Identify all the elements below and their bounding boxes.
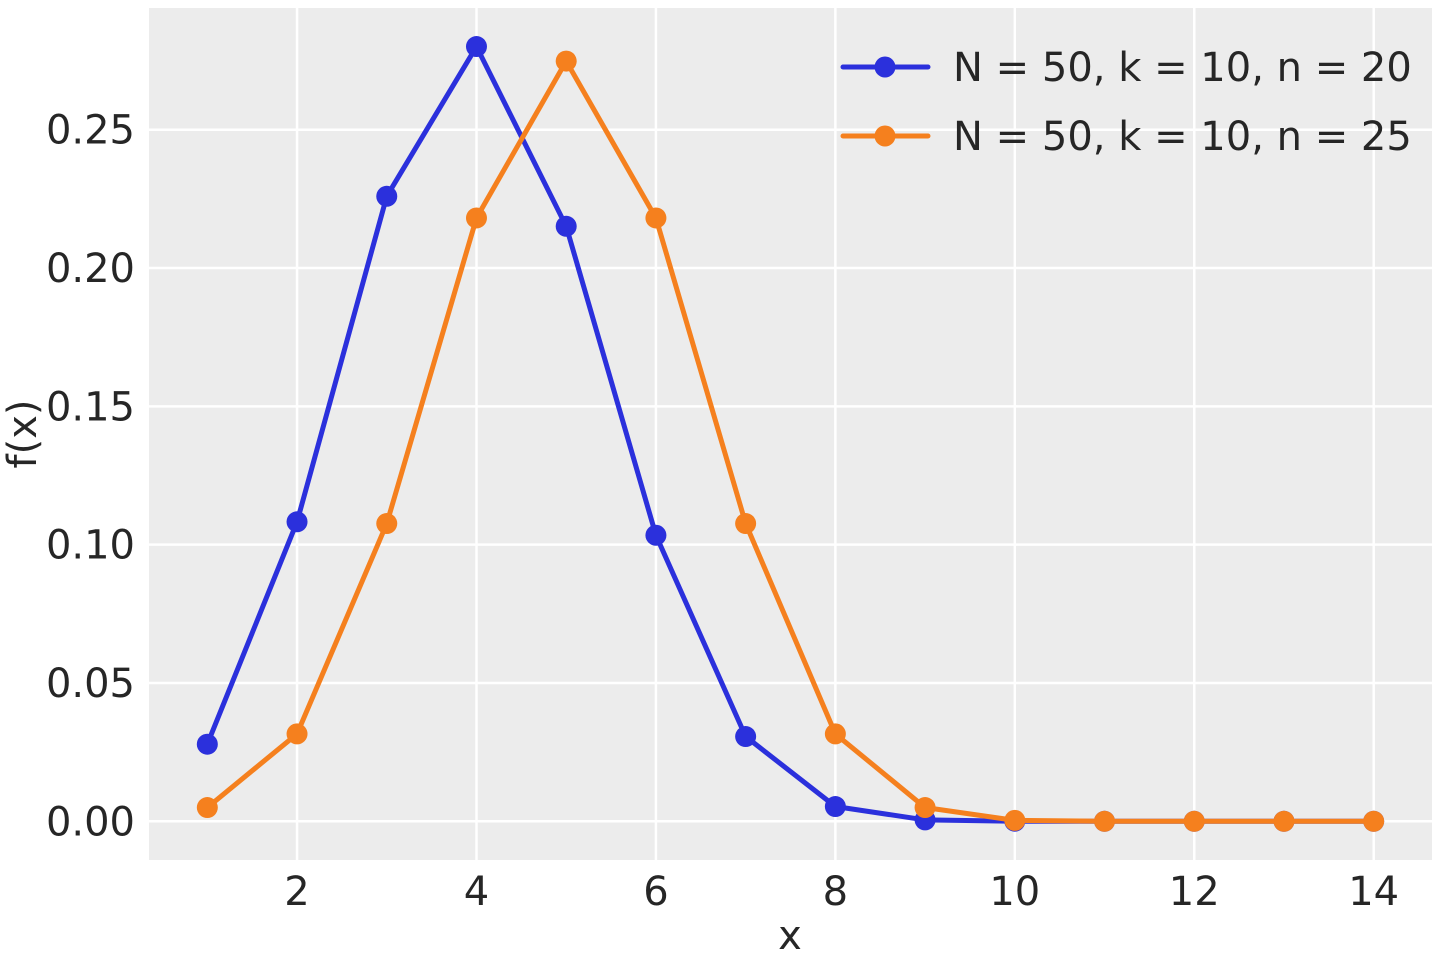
data-point-marker: [824, 796, 846, 818]
data-point-marker: [376, 513, 398, 535]
data-point-marker: [286, 511, 308, 533]
data-point-marker: [465, 207, 487, 229]
x-tick-label: 14: [1348, 869, 1399, 915]
y-tick-label: 0.25: [46, 108, 135, 154]
data-point-marker: [1004, 809, 1026, 831]
x-tick-label: 2: [284, 869, 309, 915]
legend-item: N = 50, k = 10, n = 25: [840, 114, 1412, 160]
x-tick-label: 8: [823, 869, 848, 915]
plot-area: [149, 8, 1432, 860]
tick-labels: 2 4 6 8 10 12 14 0.00 0.05 0.10 0.15 0.20 0.25: [46, 108, 1399, 915]
legend-label: N = 50, k = 10, n = 20: [953, 45, 1412, 91]
data-point-marker: [465, 36, 487, 58]
legend-item: N = 50, k = 10, n = 20: [840, 45, 1412, 91]
data-point-marker: [735, 726, 757, 748]
data-point-marker: [735, 513, 757, 535]
x-tick-label: 10: [989, 869, 1040, 915]
y-tick-label: 0.00: [46, 799, 135, 845]
x-tick-label: 12: [1169, 869, 1220, 915]
gridlines: [149, 8, 1432, 860]
legend-marker-icon: [874, 56, 896, 78]
y-tick-label: 0.10: [46, 523, 135, 569]
data-point-marker: [555, 215, 577, 237]
legend: N = 50, k = 10, n = 20 N = 50, k = 10, n…: [840, 45, 1412, 160]
data-point-marker: [376, 185, 398, 207]
data-point-marker: [1273, 810, 1295, 832]
data-point-marker: [286, 723, 308, 745]
data-point-marker: [196, 733, 218, 755]
y-tick-label: 0.05: [46, 661, 135, 707]
y-axis-label: f(x): [0, 400, 46, 469]
data-point-marker: [555, 50, 577, 72]
x-tick-label: 4: [464, 869, 489, 915]
data-point-marker: [645, 207, 667, 229]
data-point-marker: [1363, 810, 1385, 832]
data-point-marker: [824, 723, 846, 745]
data-point-marker: [645, 524, 667, 546]
data-point-marker: [1094, 810, 1116, 832]
legend-marker-icon: [874, 125, 896, 147]
y-tick-label: 0.15: [46, 384, 135, 430]
x-axis-label: x: [778, 913, 802, 959]
x-tick-label: 6: [643, 869, 668, 915]
legend-label: N = 50, k = 10, n = 25: [953, 114, 1412, 160]
data-point-marker: [196, 797, 218, 819]
series-line: [204, 58, 1377, 824]
series-layer: [196, 36, 1385, 832]
y-tick-label: 0.20: [46, 246, 135, 292]
data-point-marker: [914, 797, 936, 819]
data-point-marker: [1183, 810, 1205, 832]
